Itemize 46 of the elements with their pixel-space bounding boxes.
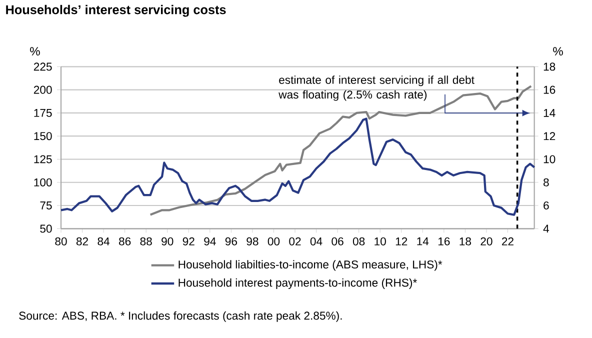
source-note: Source: ABS, RBA. * Includes forecasts (cash rate peak 2.85%). xyxy=(19,312,342,322)
x-tick-label: 04 xyxy=(310,238,322,246)
y2-tick-label: 8 xyxy=(544,178,549,187)
y2-tick-label: 16 xyxy=(544,86,556,94)
x-tick-label: 86 xyxy=(119,238,131,246)
x-tick-label: 98 xyxy=(246,238,258,246)
y2-tick-label: 14 xyxy=(544,109,556,118)
y2-tick-label: 6 xyxy=(544,202,549,210)
y-tick-label: 75 xyxy=(40,202,52,210)
x-tick-label: 08 xyxy=(352,238,365,246)
x-tick-label: 88 xyxy=(140,238,152,246)
y2-tick-label: 4 xyxy=(543,224,550,233)
x-tick-label: 20 xyxy=(480,238,492,246)
x-tick-label: 96 xyxy=(225,238,237,246)
x-tick-label: 18 xyxy=(460,238,472,246)
x-tick-label: 12 xyxy=(396,238,408,246)
y2-tick-label: 18 xyxy=(544,62,556,71)
y2-axis-title: % xyxy=(553,47,563,56)
x-tick-label: 10 xyxy=(374,238,386,246)
y2-tick-label: 12 xyxy=(544,132,556,140)
annotation: estimate of interest servicing if all debt was floating (2.5% cash rate) xyxy=(278,76,474,101)
x-tick-label: 90 xyxy=(162,238,174,246)
x-tick-label: 14 xyxy=(417,238,429,246)
legend-label: Household interest payments-to-income (RHS)* xyxy=(178,278,417,290)
x-tick-label: 22 xyxy=(502,238,514,246)
y-tick-label: 200 xyxy=(34,86,52,94)
y-tick-label: 175 xyxy=(34,109,52,118)
x-tick-label: 82 xyxy=(76,238,88,246)
chart-title: Households’ interest servicing costs xyxy=(6,5,226,17)
x-tick-label: 94 xyxy=(204,238,216,246)
y-tick-label: 125 xyxy=(34,155,52,164)
x-tick-label: 00 xyxy=(268,238,280,246)
y-tick-label: 150 xyxy=(34,132,52,140)
x-tick-label: 84 xyxy=(98,238,110,246)
x-tick-label: 02 xyxy=(289,238,301,246)
y-tick-label: 225 xyxy=(34,62,52,71)
y-tick-label: 100 xyxy=(34,178,52,187)
y2-tick-label: 10 xyxy=(544,155,556,164)
x-tick-label: 80 xyxy=(55,238,67,246)
line-series xyxy=(149,85,532,216)
y-tick-label: 50 xyxy=(40,224,52,233)
x-tick-label: 92 xyxy=(182,238,194,246)
legend-label: Household liabilties-to-income (ABS measure, LHS)* xyxy=(178,260,442,271)
x-tick-label: 16 xyxy=(438,238,450,246)
x-tick-label: 06 xyxy=(332,238,344,246)
y-axis-title: % xyxy=(30,47,40,56)
